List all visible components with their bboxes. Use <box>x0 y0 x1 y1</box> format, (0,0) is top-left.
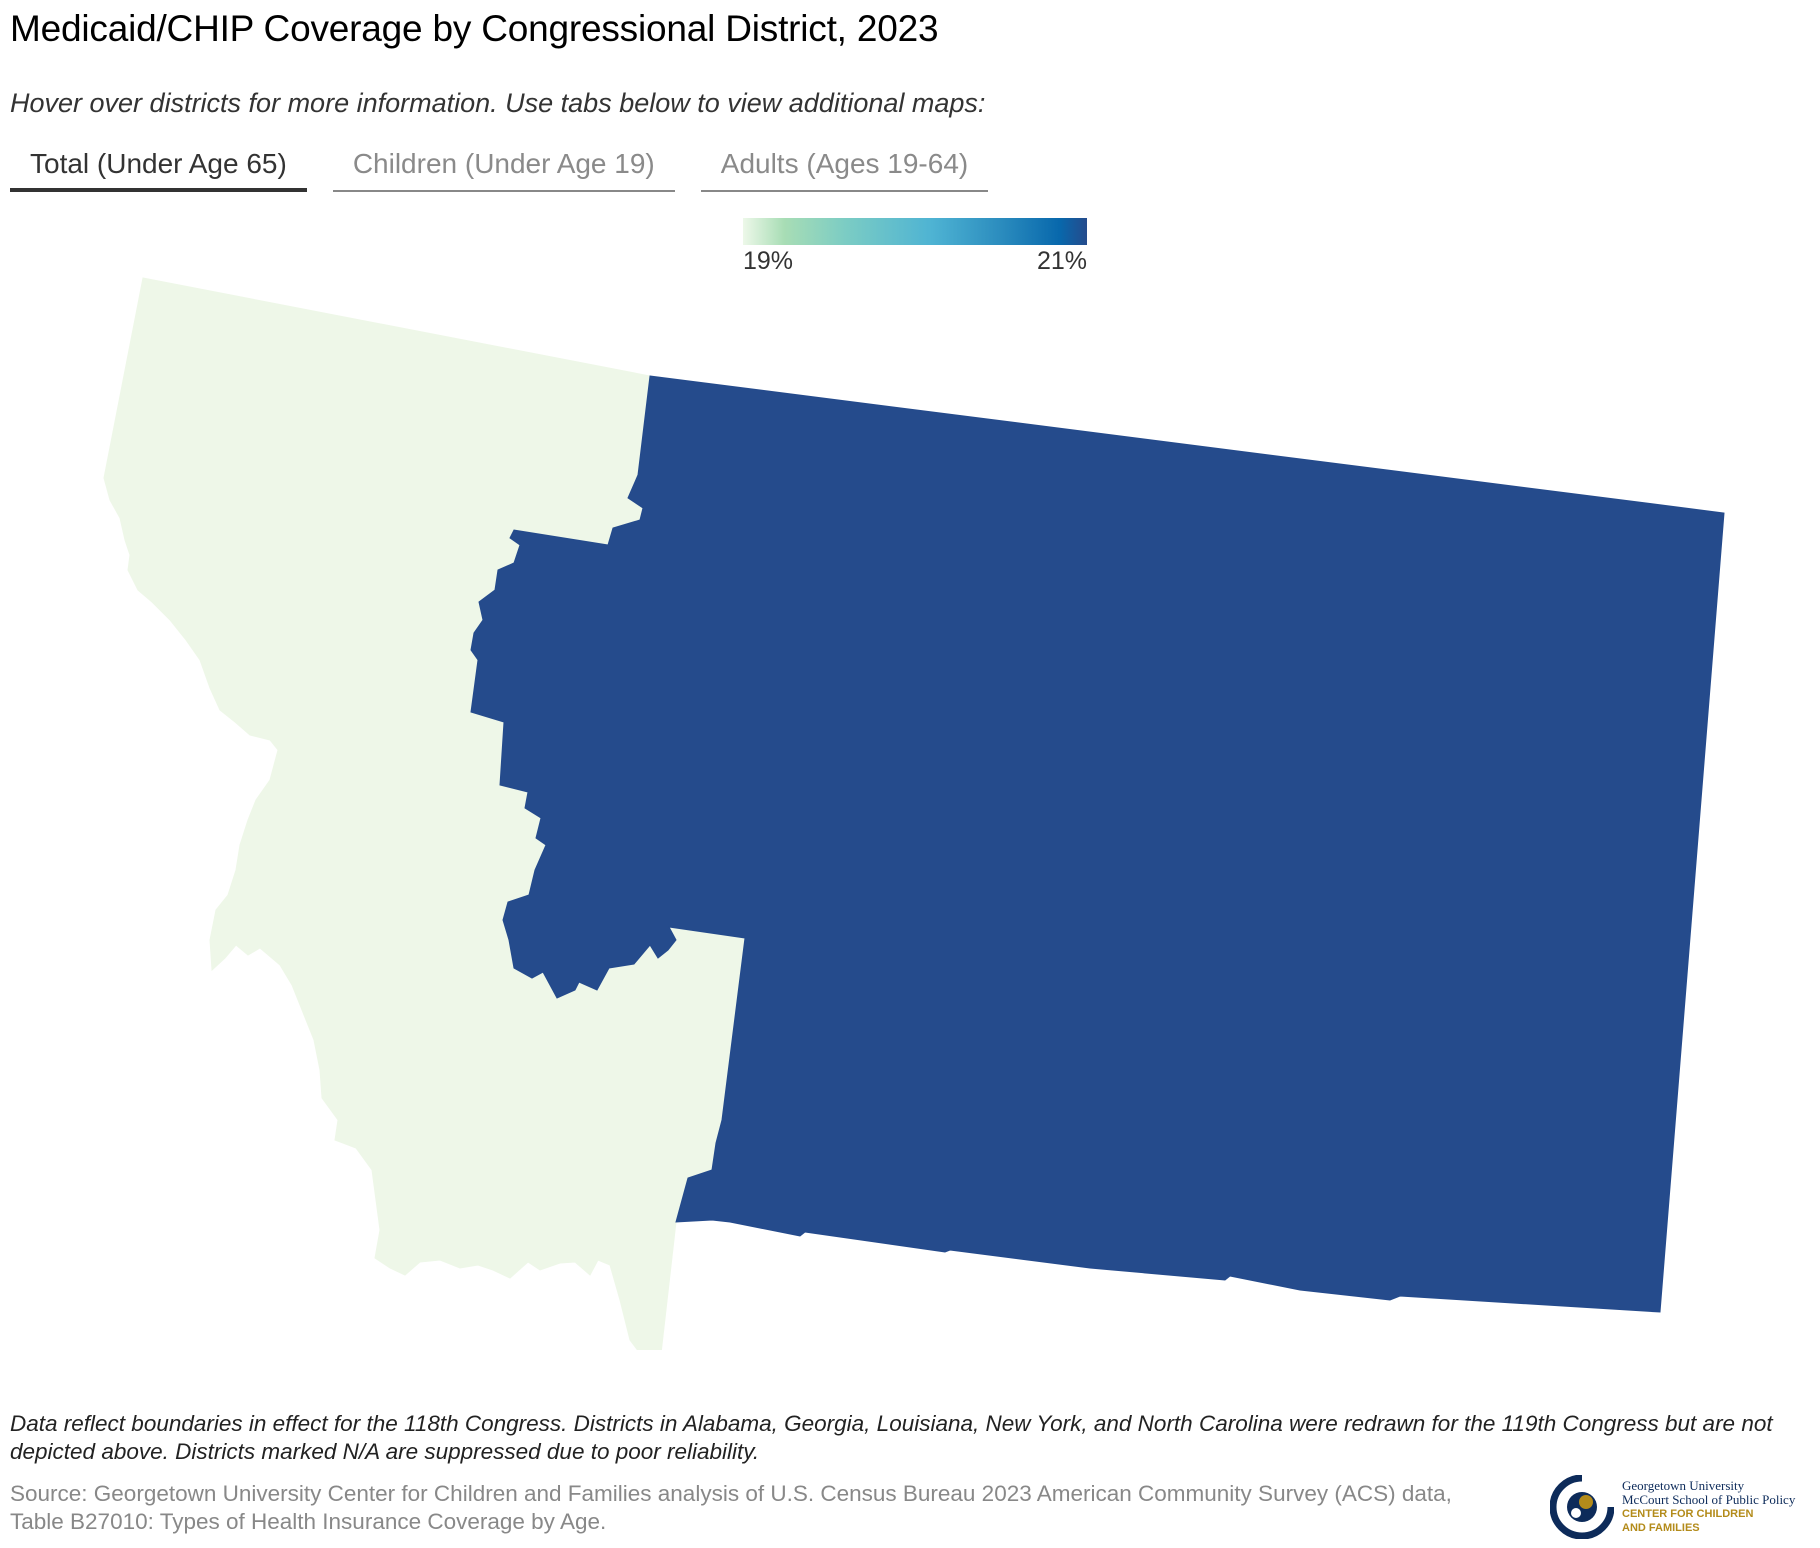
logo-center-line2: AND FAMILIES <box>1622 1522 1700 1534</box>
logo-school: McCourt School of Public Policy <box>1622 1492 1796 1507</box>
tab-adults[interactable]: Adults (Ages 19-64) <box>700 148 989 192</box>
ccf-logo-mark-icon <box>1550 1475 1614 1539</box>
district-map <box>103 277 1725 1350</box>
map-subtitle: Hover over districts for more informatio… <box>10 88 986 118</box>
logo-university: Georgetown University <box>1622 1478 1745 1493</box>
tab-total[interactable]: Total (Under Age 65) <box>10 148 307 192</box>
source-citation: Source: Georgetown University Center for… <box>10 1481 1452 1534</box>
georgetown-ccf-logo: Georgetown University McCourt School of … <box>1550 1474 1812 1540</box>
legend-min-label: 19% <box>743 247 794 275</box>
logo-center-line1: CENTER FOR CHILDREN <box>1622 1508 1754 1520</box>
boundary-note: Data reflect boundaries in effect for th… <box>10 1411 1773 1464</box>
legend-max-label: 21% <box>1036 247 1087 275</box>
color-legend: 19% 21% <box>743 218 1087 276</box>
district-2-shape[interactable] <box>470 375 1725 1313</box>
legend-gradient-bar <box>743 218 1087 245</box>
logo-text: Georgetown University McCourt School of … <box>1622 1479 1795 1535</box>
tab-children[interactable]: Children (Under Age 19) <box>332 148 675 192</box>
map-tabs: Total (Under Age 65) Children (Under Age… <box>10 148 1014 192</box>
page-title: Medicaid/CHIP Coverage by Congressional … <box>10 8 939 49</box>
legend-labels: 19% 21% <box>743 247 1087 276</box>
